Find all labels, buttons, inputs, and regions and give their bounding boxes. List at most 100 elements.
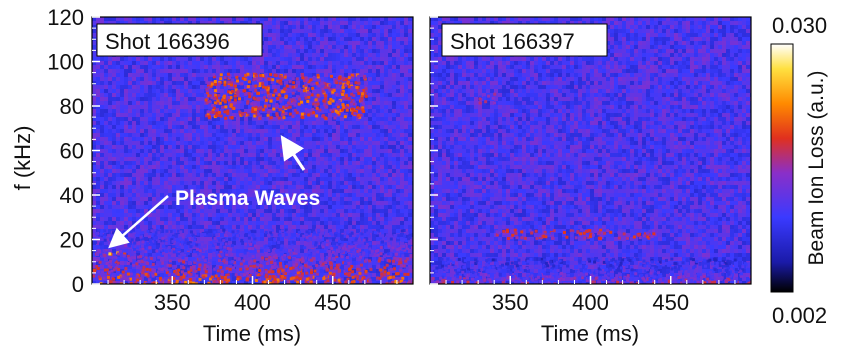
spectrogram-cell <box>164 137 168 141</box>
spectrogram-cell <box>204 129 208 133</box>
spectrogram-cell <box>188 141 192 145</box>
spectrogram-cell <box>348 93 352 97</box>
spectrogram-cell <box>164 77 168 81</box>
spectrogram-cell <box>396 73 400 77</box>
spectrogram-cell <box>296 97 300 101</box>
spectrogram-cell <box>332 257 336 261</box>
spectrogram-cell <box>328 105 332 109</box>
spectrogram-cell <box>320 117 324 121</box>
spectrogram-cell <box>208 77 212 81</box>
spectrogram-cell <box>196 205 200 209</box>
spectrogram-cell <box>120 157 124 161</box>
spectrogram-cell <box>112 133 116 137</box>
spectrogram-cell <box>184 81 188 85</box>
spectrogram-cell <box>240 145 244 149</box>
spectrogram-cell <box>348 37 352 41</box>
spectrogram-cell <box>116 121 120 125</box>
spectrogram-cell <box>232 21 236 25</box>
spectrogram-cell <box>156 117 160 121</box>
spectrogram-cell <box>164 221 168 225</box>
spectrogram-cell <box>92 77 96 81</box>
spectrogram-cell <box>224 161 228 165</box>
spectrogram-cell <box>384 45 388 49</box>
spectrogram-cell <box>276 161 280 165</box>
spectrogram-cell <box>108 109 112 113</box>
spectrogram-cell <box>208 129 212 133</box>
spectrogram-cell <box>348 117 352 121</box>
spectrogram-cell <box>264 129 268 133</box>
spectrogram-cell <box>164 141 168 145</box>
spectrogram-cell <box>364 137 368 141</box>
spectrogram-cell <box>124 113 128 117</box>
spectrogram-cell <box>96 121 100 125</box>
spectrogram-cell <box>212 77 216 81</box>
spectrogram-cell <box>264 141 268 145</box>
spectrogram-cell <box>348 229 352 233</box>
spectrogram-cell <box>288 69 292 73</box>
spectrogram-cell <box>372 237 376 241</box>
spectrogram-cell <box>368 129 372 133</box>
spectrogram-cell <box>368 229 372 233</box>
spectrogram-cell <box>388 257 392 261</box>
spectrogram-cell <box>212 69 216 73</box>
spectrogram-cell <box>368 57 372 61</box>
spectrogram-cell <box>324 237 328 241</box>
spectrogram-cell <box>352 49 356 53</box>
spectrogram-cell <box>408 221 412 225</box>
spectrogram-cell <box>300 61 304 65</box>
spectrogram-cell <box>300 21 304 25</box>
spectrogram-cell <box>324 141 328 145</box>
spectrogram-cell <box>388 213 392 217</box>
spectrogram-cell <box>376 157 380 161</box>
spectrogram-cell <box>144 97 148 101</box>
spectrogram-cell <box>368 209 372 213</box>
spectrogram-cell <box>172 85 176 89</box>
spectrogram-cell <box>388 53 392 57</box>
spectrogram-cell <box>392 29 396 33</box>
spectrogram-cell <box>292 105 296 109</box>
spectrogram-cell <box>212 213 216 217</box>
spectrogram-cell <box>404 17 408 21</box>
spectrogram-cell <box>148 101 152 105</box>
spectrogram-cell <box>216 261 220 265</box>
spectrogram-cell <box>368 97 372 101</box>
spectrogram-cell <box>148 93 152 97</box>
spectrogram-cell <box>132 145 136 149</box>
spectrogram-cell <box>368 173 372 177</box>
spectrogram-cell <box>372 157 376 161</box>
spectrogram-cell <box>272 129 276 133</box>
spectrogram-cell <box>164 205 168 209</box>
spectrogram-cell <box>312 45 316 49</box>
spectrogram-cell <box>100 145 104 149</box>
spectrogram-cell <box>396 85 400 89</box>
spectrogram-cell <box>280 65 284 69</box>
spectrogram-cell <box>304 29 308 33</box>
spectrogram-cell <box>368 69 372 73</box>
spectrogram-cell <box>244 253 248 257</box>
spectrogram-cell <box>108 141 112 145</box>
spectrogram-cell <box>408 197 412 201</box>
spectrogram-cell <box>116 137 120 141</box>
spectrogram-cell <box>396 197 400 201</box>
spectrogram-cell <box>228 141 232 145</box>
spectrogram-cell <box>164 133 168 137</box>
spectrogram-cell <box>272 85 276 89</box>
spectrogram-cell <box>152 145 156 149</box>
spectrogram-cell <box>272 181 276 185</box>
spectrogram-cell <box>352 257 356 261</box>
spectrogram-cell <box>196 221 200 225</box>
spectrogram-cell <box>400 133 404 137</box>
spectrogram-cell <box>276 133 280 137</box>
spectrogram-cell <box>388 129 392 133</box>
spectrogram-cell <box>260 157 264 161</box>
spectrogram-cell <box>392 85 396 89</box>
spectrogram-cell <box>320 185 324 189</box>
spectrogram-cell <box>404 149 408 153</box>
spectrogram-cell <box>368 193 372 197</box>
spectrogram-cell <box>264 145 268 149</box>
spectrogram-cell <box>116 193 120 197</box>
spectrogram-cell <box>208 249 212 253</box>
spectrogram-cell <box>92 17 96 21</box>
spectrogram-cell <box>240 193 244 197</box>
spectrogram-cell <box>332 165 336 169</box>
